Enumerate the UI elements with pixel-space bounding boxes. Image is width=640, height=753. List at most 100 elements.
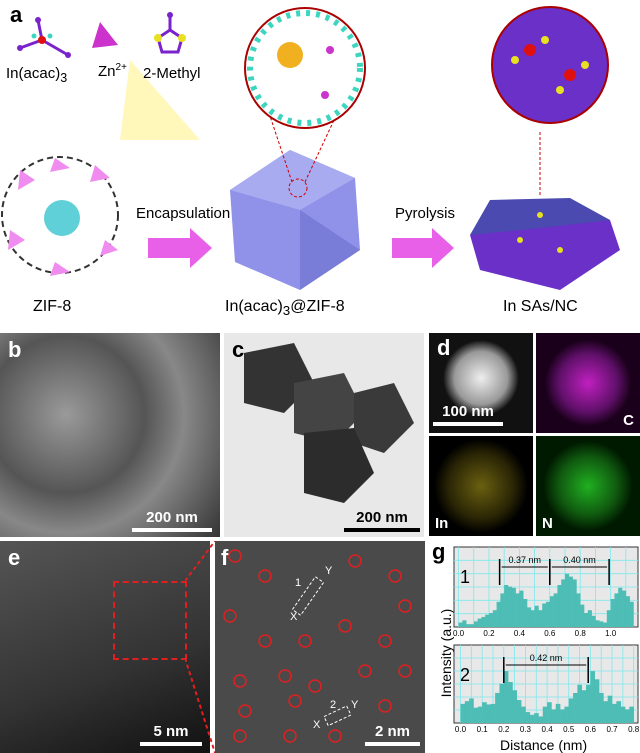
histogram-bar <box>504 585 509 627</box>
histogram-bar <box>473 621 478 627</box>
methylimidazole-icon <box>154 12 186 54</box>
histogram-bar <box>622 590 627 627</box>
profile-number: 2 <box>460 665 470 685</box>
panel-g-chart: g Intensity (a.u.) 0.0 0.2 0.4 0.6 0.8 1.0 1 0.… <box>430 541 640 753</box>
atom-marker-circle <box>328 729 342 743</box>
distance-label: 0.42 nm <box>530 653 563 663</box>
profile-number: 1 <box>460 567 470 587</box>
histogram-bar <box>629 601 634 627</box>
panel-a: a In(acac)3 Zn2+ 2-Meth <box>0 0 640 325</box>
panel-f-haadf: f 1 X Y 2 X Y 2 nm <box>215 541 425 753</box>
histogram-bar <box>512 690 518 723</box>
scale-bar: 200 nm <box>344 509 420 532</box>
scale-bar: 200 nm <box>132 509 212 532</box>
histogram-bar <box>629 706 634 723</box>
label-2-methyl: 2-Methyl <box>143 65 201 82</box>
histogram-bar <box>464 701 470 723</box>
histogram-bar <box>553 593 558 627</box>
histogram-bar <box>458 622 463 627</box>
histogram-bar <box>466 624 471 627</box>
histogram-bar <box>511 587 516 627</box>
histogram-bar <box>564 706 570 723</box>
histogram-plot: 0.0 0.2 0.4 0.6 0.8 1.0 1 0.37 nm 0.40 nm 0.0 0.1 0… <box>453 546 640 734</box>
histogram-bar <box>486 704 492 723</box>
atom-marker-circle <box>398 664 412 678</box>
histogram-bar <box>612 703 617 723</box>
atom-marker-circle <box>398 599 412 613</box>
histogram-bar <box>603 701 608 723</box>
scale-bar: 100 nm <box>433 403 503 426</box>
x-tick-label: 0.3 <box>520 725 532 734</box>
zoom-region-box <box>113 581 187 660</box>
label-encapsulation: Encapsulation <box>136 205 231 222</box>
histogram-bar <box>560 709 565 723</box>
histogram-bar <box>584 613 589 627</box>
zn-tetrahedron-icon <box>92 22 118 48</box>
histogram-bar <box>565 573 570 627</box>
atom-marker-circle <box>378 699 392 713</box>
histogram-bar <box>595 620 600 627</box>
arrow-pyrolysis-icon <box>392 228 454 268</box>
histogram-bar <box>573 692 578 723</box>
histogram-bar <box>525 712 531 723</box>
histogram-bar <box>526 607 532 627</box>
panel-d-label: d <box>437 335 451 360</box>
atom-marker-circle <box>223 609 237 623</box>
histogram-bar <box>561 579 566 627</box>
label-in-sas-nc: In SAs/NC <box>503 298 578 315</box>
atom-marker-circle <box>258 569 272 583</box>
histogram-bar <box>477 618 482 627</box>
histogram-bar <box>625 596 630 627</box>
histogram-bar <box>460 703 466 723</box>
histogram-bar <box>492 610 497 627</box>
atom-marker-circle <box>308 679 322 693</box>
arrow-encapsulation-icon <box>148 228 212 268</box>
histogram-bar <box>591 615 596 627</box>
histogram-bar <box>481 616 486 627</box>
histogram-bar <box>534 605 539 627</box>
histogram-bar <box>490 703 496 723</box>
panel-e-haadf: e 5 nm <box>0 541 210 753</box>
panel-b-sem: b 200 nm <box>0 333 220 537</box>
zoom-connector <box>185 541 216 753</box>
label-in-acac: In(acac)3 <box>6 65 68 85</box>
histogram-bar <box>590 671 596 723</box>
panel-d-haadf: d 100 nm <box>429 333 533 433</box>
histogram-bar <box>586 684 591 723</box>
histogram-bar <box>469 624 475 627</box>
x-tick-label: 0.0 <box>455 725 467 734</box>
histogram-bar <box>469 698 474 723</box>
atom-marker-circle <box>378 634 392 648</box>
x-axis-label: Distance (nm) <box>500 737 588 753</box>
histogram-bar <box>576 593 581 627</box>
histogram-bar <box>572 579 577 627</box>
zoom-region-circle <box>288 178 308 198</box>
panel-g-label: g <box>432 539 446 564</box>
x-tick-label: 0.6 <box>585 725 597 734</box>
x-tick-label: 0.4 <box>542 725 554 734</box>
histogram-bar <box>546 601 551 627</box>
histogram-bar <box>568 576 573 627</box>
line-profile-2 <box>323 705 352 727</box>
histogram-bar <box>625 709 630 723</box>
scale-bar: 5 nm <box>140 723 202 746</box>
histogram-bar <box>462 620 467 627</box>
x-tick-label: 0.0 <box>453 629 465 638</box>
zif8-framework-icon <box>1 156 119 276</box>
histogram-bar <box>515 593 520 627</box>
histogram-bar <box>473 707 479 723</box>
histogram-bar <box>594 679 600 723</box>
histogram-bar <box>500 593 505 627</box>
histogram-bar <box>482 702 487 723</box>
x-tick-label: 0.7 <box>606 725 618 734</box>
distance-label: 0.37 nm <box>508 555 541 565</box>
distance-label: 0.40 nm <box>563 555 596 565</box>
histogram-bar <box>507 586 513 627</box>
histogram-bar <box>610 599 615 627</box>
histogram-bar <box>557 585 562 627</box>
histogram-bar <box>516 700 522 723</box>
histogram-bar <box>496 601 501 627</box>
histogram-bar <box>503 671 509 723</box>
histogram-bar <box>603 622 608 627</box>
panel-f-label: f <box>221 545 229 570</box>
